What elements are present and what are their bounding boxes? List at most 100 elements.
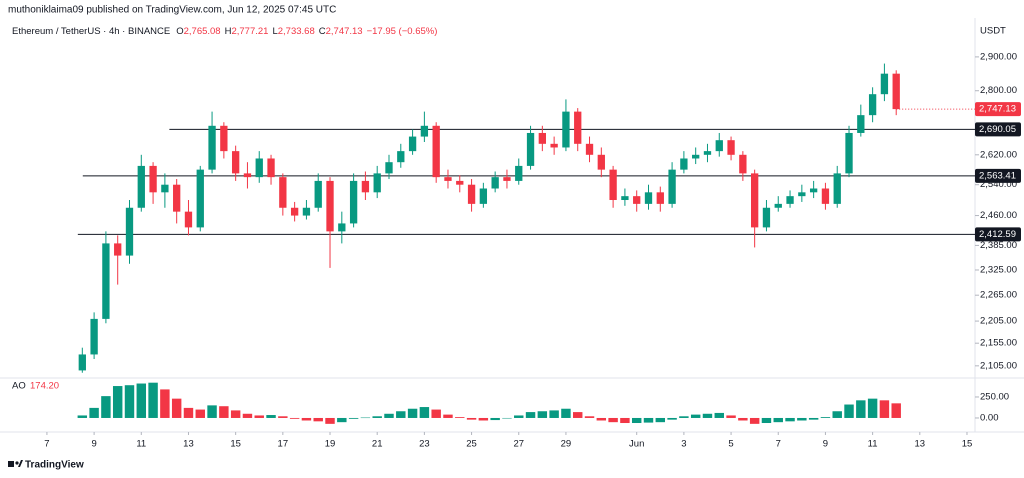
candle-body [633, 196, 641, 204]
candle-body [408, 136, 417, 152]
ao-bar [643, 417, 654, 423]
candle-body [385, 162, 393, 174]
ao-bar [278, 416, 288, 418]
ao-bar [749, 417, 760, 424]
candle-body [243, 173, 252, 178]
candle-body [727, 140, 735, 155]
ohlc-key: C [319, 26, 326, 37]
ao-bar [573, 412, 583, 418]
last-price-label: 2,747.13 [979, 104, 1016, 115]
candle-body [196, 169, 204, 228]
ohlc-value: 2,777.21 [231, 26, 268, 37]
x-tick-label: 19 [325, 439, 336, 450]
logo-icon [18, 460, 23, 467]
ao-tick-label: 0.00 [980, 412, 999, 423]
ao-bar [419, 407, 430, 418]
y-tick-label: 2,800.00 [980, 85, 1017, 96]
candle-body [302, 207, 311, 216]
ao-bar [207, 405, 217, 418]
ao-bar [89, 407, 99, 418]
candle-body [644, 192, 653, 204]
ao-bar [655, 417, 666, 423]
candle-body [231, 151, 240, 174]
ao-bar [77, 415, 88, 418]
ohlc-value: 2,733.68 [278, 26, 315, 37]
ohlc-key: O [176, 26, 183, 37]
ao-bar [242, 413, 253, 418]
logo: TradingView [8, 460, 84, 471]
ao-bar [679, 416, 689, 418]
price-label-box [975, 122, 1021, 137]
candle-body [208, 125, 216, 170]
ao-bar [301, 417, 312, 421]
ao-bar [112, 386, 123, 418]
y-tick-label: 2,620.00 [980, 149, 1017, 160]
candle-body [609, 169, 617, 201]
y-tick-label: 2,205.00 [980, 316, 1017, 327]
ao-bar [761, 417, 772, 424]
ohlc-value: 2,747.13 [326, 26, 363, 37]
candle-body [78, 354, 86, 371]
ao-bar [502, 417, 512, 419]
candle-body [703, 151, 712, 155]
ao-bar [714, 412, 724, 418]
candle-body [621, 196, 629, 201]
ao-bar [879, 400, 890, 418]
price-label: 2,412.59 [979, 229, 1016, 240]
x-tick-label: 13 [915, 439, 926, 450]
ao-bar [372, 416, 382, 418]
ao-bar [478, 417, 489, 421]
ao-bar [667, 417, 677, 420]
ao-bar [195, 409, 205, 418]
ao-bar [289, 417, 300, 419]
candle-body [161, 184, 169, 193]
candle-body [397, 151, 405, 163]
candle-body [220, 125, 228, 152]
candle-body [809, 188, 818, 193]
change: −17.95 (−0.65%) [367, 26, 438, 37]
candle-body [680, 158, 688, 170]
ao-bar [431, 409, 441, 418]
ao-bar [891, 403, 901, 418]
ao-bar [266, 415, 276, 418]
ao-bar [856, 400, 866, 418]
ao-bar [455, 417, 465, 418]
ohlc-key: H [225, 26, 232, 37]
ao-bar [313, 417, 323, 422]
ao-bar [832, 411, 842, 418]
ao-bar [561, 408, 571, 418]
ao-bar [348, 417, 359, 419]
candle-body [444, 177, 452, 181]
x-tick-label: 25 [466, 439, 477, 450]
ao-bar [148, 382, 158, 418]
x-tick-label: 9 [823, 439, 828, 450]
candle-body [739, 154, 747, 174]
candle-body [880, 73, 889, 95]
candle-body [114, 243, 122, 256]
candle-body [173, 184, 181, 212]
candle-body [692, 154, 700, 159]
ao-bar [690, 414, 701, 418]
candle-body [184, 211, 193, 228]
ao-bar [219, 406, 229, 418]
x-tick-label: 21 [372, 439, 383, 450]
candle-body [515, 165, 523, 181]
ao-bar [466, 417, 477, 420]
price-label: 2,690.05 [979, 124, 1016, 135]
x-tick-label: 23 [419, 439, 430, 450]
candle-body [538, 132, 546, 144]
candle-body [798, 192, 806, 197]
y-tick-label: 2,105.00 [980, 360, 1017, 371]
candle-body [467, 184, 476, 204]
ao-bar [596, 417, 607, 421]
ao-bar [325, 417, 335, 424]
candle-body [125, 207, 134, 256]
candle-body [290, 207, 299, 216]
y-tick-label: 2,900.00 [980, 51, 1017, 62]
candle-body [821, 188, 830, 204]
ao-bar [797, 417, 807, 421]
x-tick-label: 13 [183, 439, 194, 450]
ao-bar [808, 417, 819, 420]
x-tick-label: Jun [629, 439, 644, 450]
x-tick-label: 15 [962, 439, 973, 450]
